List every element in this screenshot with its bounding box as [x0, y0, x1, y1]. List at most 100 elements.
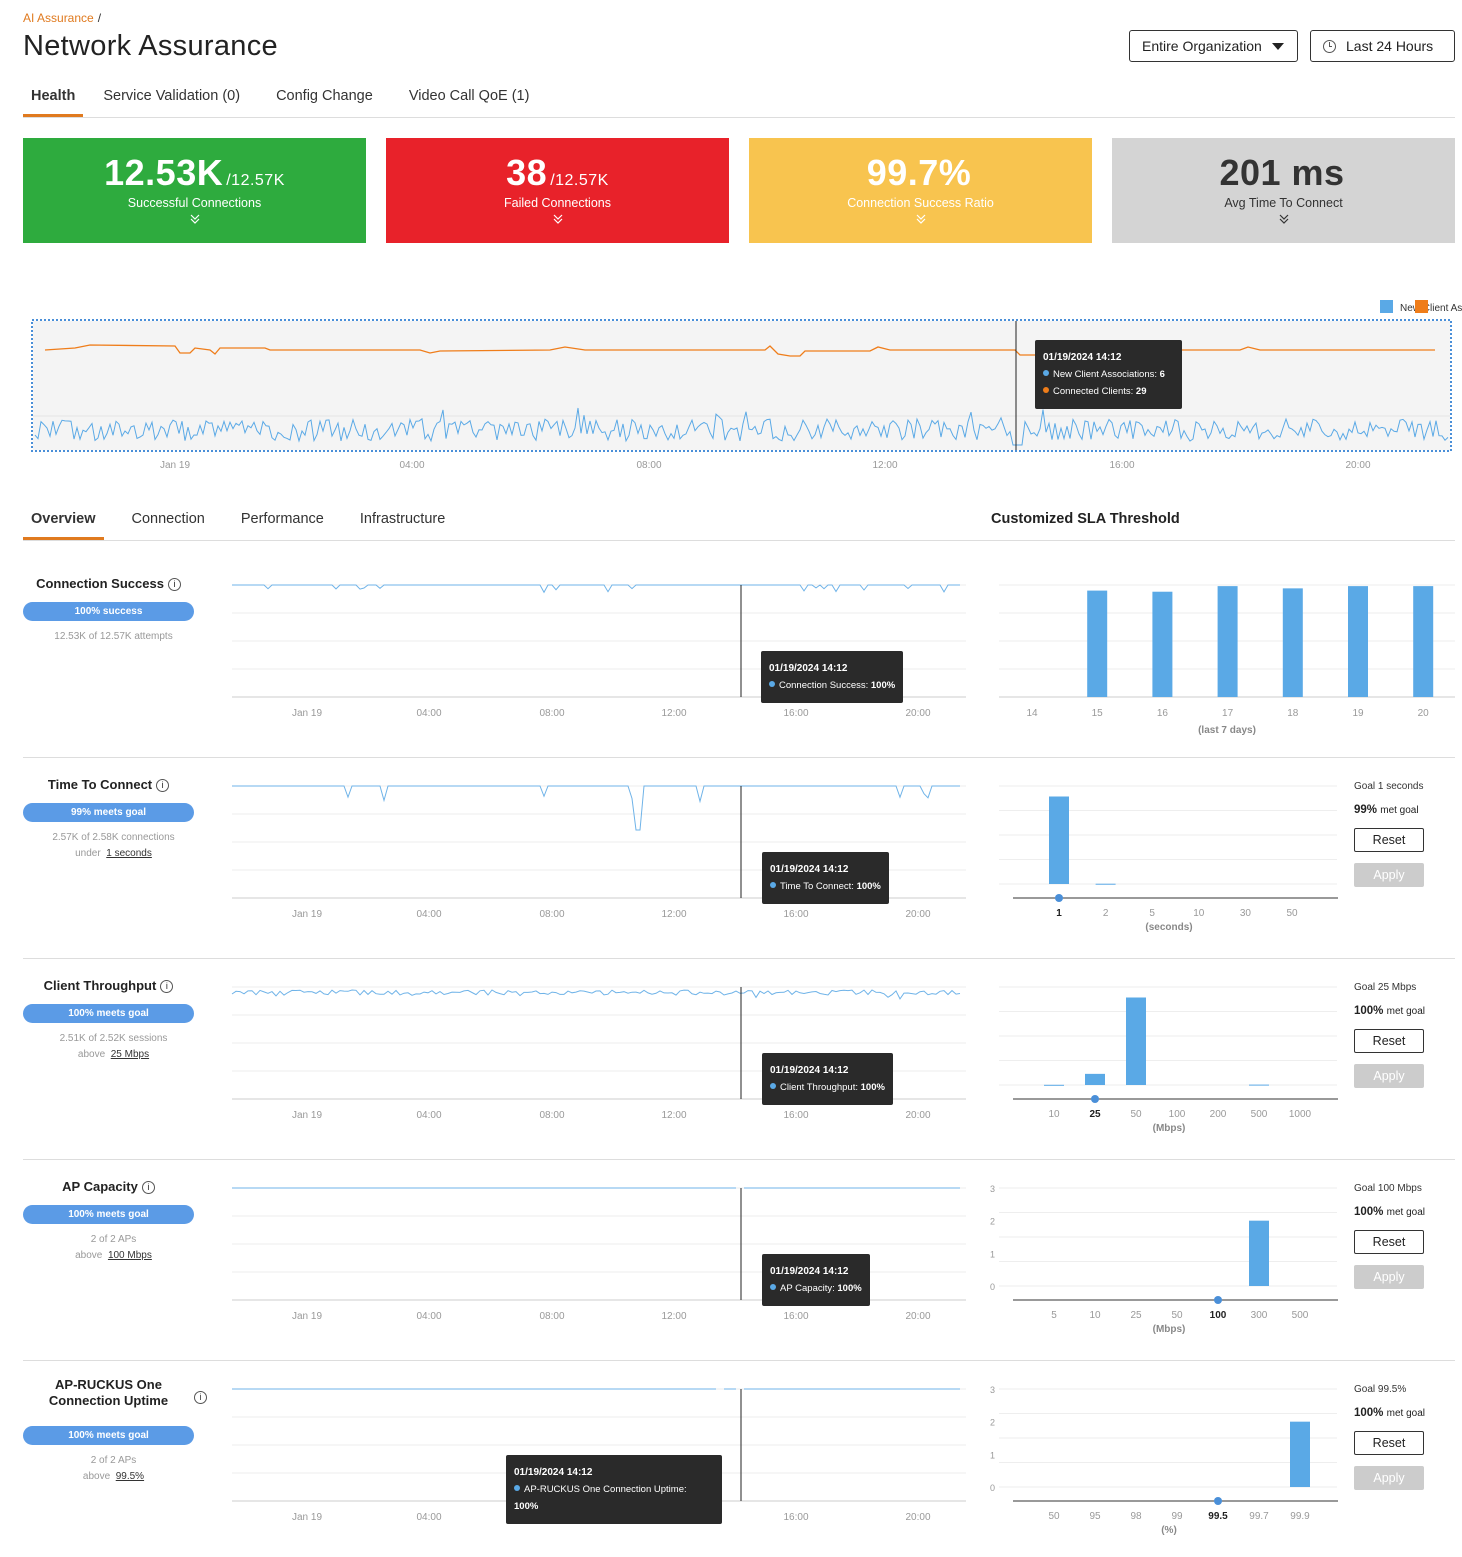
tooltip-value: 100% — [514, 1501, 539, 1512]
metric-detail: 2.57K of 2.58K connections — [52, 832, 175, 843]
time-range-select[interactable]: Last 24 Hours — [1310, 30, 1455, 62]
goal-value: 1 seconds — [1377, 781, 1424, 792]
goal-value: 100 Mbps — [1377, 1183, 1422, 1194]
sla-distribution-chart[interactable]: 3 2 1 0 50 95 98 99 99.5 99.7 99.9 (%) — [985, 1377, 1455, 1552]
goal-percent: 99% — [1354, 804, 1378, 816]
series-dot-icon — [769, 681, 775, 687]
kpi-card-avg-time-to-connect[interactable]: 201 ms Avg Time To Connect — [1112, 138, 1455, 243]
reset-button[interactable]: Reset — [1354, 828, 1424, 852]
apply-button[interactable]: Apply — [1354, 1265, 1424, 1289]
goal-value: 25 Mbps — [1377, 982, 1417, 993]
distribution-bar — [1049, 796, 1069, 884]
timeline-tooltip-line1-label: New Client Associations: — [1053, 369, 1158, 380]
x-tick: 50 — [1286, 908, 1298, 919]
x-axis-label: (last 7 days) — [1198, 725, 1256, 736]
chart-tooltip: 01/19/2024 14:12 AP-RUCKUS One Connectio… — [506, 1455, 722, 1524]
info-icon[interactable]: i — [156, 779, 170, 792]
x-tick: 2 — [1103, 908, 1109, 919]
timeline-x-tick: 04:00 — [399, 460, 424, 471]
goal-link[interactable]: 100 Mbps — [107, 1250, 152, 1261]
goal-label: Goal — [1354, 781, 1376, 792]
sla-distribution-chart[interactable]: 10 25 50 100 200 500 1000 (Mbps) — [985, 975, 1455, 1150]
tab-service-validation[interactable]: Service Validation (0) — [103, 88, 241, 104]
reset-button[interactable]: Reset — [1354, 1230, 1424, 1254]
goal-link[interactable]: 25 Mbps — [110, 1049, 150, 1060]
kpi-label: Connection Success Ratio — [847, 196, 994, 210]
x-tick: 04:00 — [416, 708, 441, 719]
time-range-value: Last 24 Hours — [1346, 38, 1434, 54]
threshold-slider-handle[interactable] — [1055, 894, 1063, 902]
x-tick: 12:00 — [661, 708, 686, 719]
reset-button[interactable]: Reset — [1354, 1431, 1424, 1455]
x-tick: Jan 19 — [292, 1512, 322, 1523]
organization-select[interactable]: Entire Organization — [1129, 30, 1298, 62]
x-tick: 16:00 — [783, 909, 808, 920]
kpi-value: 99.7% — [866, 152, 972, 193]
chart-tooltip: 01/19/2024 14:12 AP Capacity: 100% — [762, 1254, 870, 1306]
subtab-infrastructure[interactable]: Infrastructure — [359, 511, 446, 527]
metric-detail: 2 of 2 APs — [90, 1455, 137, 1466]
apply-button[interactable]: Apply — [1354, 863, 1424, 887]
x-tick: 300 — [1251, 1310, 1268, 1321]
goal-link[interactable]: 99.5% — [115, 1471, 145, 1482]
series-dot-icon — [770, 882, 776, 888]
info-icon[interactable]: i — [141, 1181, 155, 1194]
kpi-card-failed-connections[interactable]: 38/12.57K Failed Connections — [386, 138, 729, 243]
kpi-card-connection-success-ratio[interactable]: 99.7% Connection Success Ratio — [749, 138, 1092, 243]
x-tick: 04:00 — [416, 1512, 441, 1523]
x-tick: 16:00 — [783, 1110, 808, 1121]
goal-percent: 100% — [1354, 1407, 1384, 1419]
goal-percent: 100% — [1354, 1005, 1384, 1017]
timeline-chart[interactable]: New Client Associations Jan 19 04:00 08:00 1… — [0, 290, 1462, 480]
metric-detail: 2.51K of 2.52K sessions — [59, 1033, 168, 1044]
tooltip-label: Connection Success: — [779, 680, 869, 691]
goal-met-text: met goal — [1386, 1006, 1425, 1017]
apply-button[interactable]: Apply — [1354, 1064, 1424, 1088]
x-axis-label: (Mbps) — [1153, 1123, 1186, 1134]
tooltip-label: Time To Connect: — [780, 881, 854, 892]
sla-distribution-chart[interactable]: 14 15 16 17 18 19 20 (last 7 days) — [985, 573, 1455, 748]
reset-button[interactable]: Reset — [1354, 1029, 1424, 1053]
kpi-card-successful-connections[interactable]: 12.53K/12.57K Successful Connections — [23, 138, 366, 243]
x-tick: 08:00 — [539, 1311, 564, 1322]
distribution-bar — [1413, 586, 1434, 697]
x-tick: 08:00 — [539, 909, 564, 920]
x-tick: 5 — [1149, 908, 1155, 919]
subtab-connection[interactable]: Connection — [131, 511, 205, 527]
sla-distribution-chart[interactable]: 1 2 5 10 30 50 (seconds) — [985, 774, 1455, 949]
breadcrumb-link[interactable]: AI Assurance — [23, 11, 94, 25]
info-icon[interactable]: i — [160, 980, 174, 993]
legend-swatch-new-client-associations — [1380, 300, 1393, 313]
x-tick: 14 — [1026, 708, 1038, 719]
organization-select-value: Entire Organization — [1142, 38, 1262, 54]
threshold-slider-handle[interactable] — [1214, 1296, 1222, 1304]
apply-button[interactable]: Apply — [1354, 1466, 1424, 1490]
x-axis-label: (seconds) — [1145, 922, 1192, 933]
chart-tooltip: 01/19/2024 14:12 Client Throughput: 100% — [762, 1053, 893, 1105]
x-tick: 20:00 — [905, 1110, 930, 1121]
tooltip-date: 01/19/2024 14:12 — [514, 1467, 593, 1478]
tab-video-call-qoe[interactable]: Video Call QoE (1) — [408, 88, 530, 104]
info-icon[interactable]: i — [167, 578, 181, 591]
distribution-bar — [1095, 883, 1116, 885]
brush-selection — [31, 319, 1452, 452]
subtab-performance[interactable]: Performance — [240, 511, 324, 527]
x-tick: 15 — [1092, 708, 1104, 719]
distribution-bar — [1126, 997, 1146, 1085]
x-tick: 04:00 — [416, 1110, 441, 1121]
x-tick: 500 — [1292, 1310, 1309, 1321]
goal-link[interactable]: 1 seconds — [106, 848, 152, 859]
threshold-slider-handle[interactable] — [1091, 1095, 1099, 1103]
metric-timeseries-chart[interactable]: Jan 19 04:00 08:00 12:00 16:00 20:00 — [228, 774, 968, 924]
clock-icon — [1323, 39, 1336, 53]
threshold-slider-handle[interactable] — [1214, 1497, 1222, 1505]
timeline-tooltip: 01/19/2024 14:12 New Client Associations… — [1035, 340, 1182, 409]
tab-config-change[interactable]: Config Change — [276, 88, 373, 104]
x-tick: 100 — [1169, 1109, 1186, 1120]
info-icon[interactable]: i — [194, 1391, 207, 1404]
goal-label: Goal — [1354, 1183, 1376, 1194]
x-tick: 50 — [1130, 1109, 1142, 1120]
tab-health[interactable]: Health — [22, 88, 84, 117]
subtab-overview[interactable]: Overview — [23, 511, 103, 540]
